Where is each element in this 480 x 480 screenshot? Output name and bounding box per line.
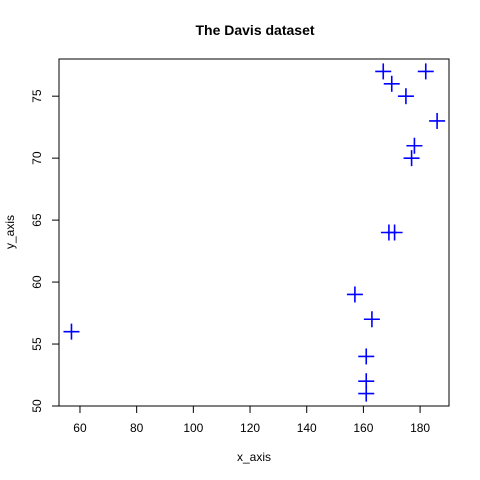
- y-tick-label: 60: [30, 275, 44, 289]
- data-point: [383, 75, 400, 92]
- chart-title: The Davis dataset: [195, 22, 314, 38]
- y-tick-label: 75: [30, 89, 44, 103]
- x-tick-label: 60: [73, 421, 87, 435]
- x-tick-label: 180: [410, 421, 430, 435]
- y-tick-label: 70: [30, 151, 44, 165]
- data-point: [403, 150, 420, 167]
- y-tick-label: 65: [30, 213, 44, 227]
- x-tick-label: 100: [183, 421, 203, 435]
- data-point: [63, 323, 80, 340]
- data-point: [363, 311, 380, 328]
- data-point: [417, 63, 434, 80]
- data-point: [346, 286, 363, 303]
- data-point: [386, 224, 403, 241]
- data-point: [397, 88, 414, 105]
- x-axis: 60 80 100 120 140 160 180: [73, 405, 430, 435]
- x-tick-label: 140: [297, 421, 317, 435]
- data-point: [406, 137, 423, 154]
- x-tick-label: 80: [130, 421, 144, 435]
- data-point: [375, 63, 392, 80]
- y-axis-label: y_axis: [3, 215, 17, 249]
- y-tick-label: 55: [30, 337, 44, 351]
- data-point: [358, 385, 375, 402]
- x-axis-label: x_axis: [237, 450, 271, 464]
- x-tick-label: 120: [240, 421, 260, 435]
- data-point: [429, 112, 446, 129]
- y-axis: 50 55 60 65 70 75: [30, 89, 60, 413]
- data-point: [358, 348, 375, 365]
- data-points: [63, 63, 446, 402]
- y-tick-label: 50: [30, 399, 44, 413]
- x-tick-label: 160: [353, 421, 373, 435]
